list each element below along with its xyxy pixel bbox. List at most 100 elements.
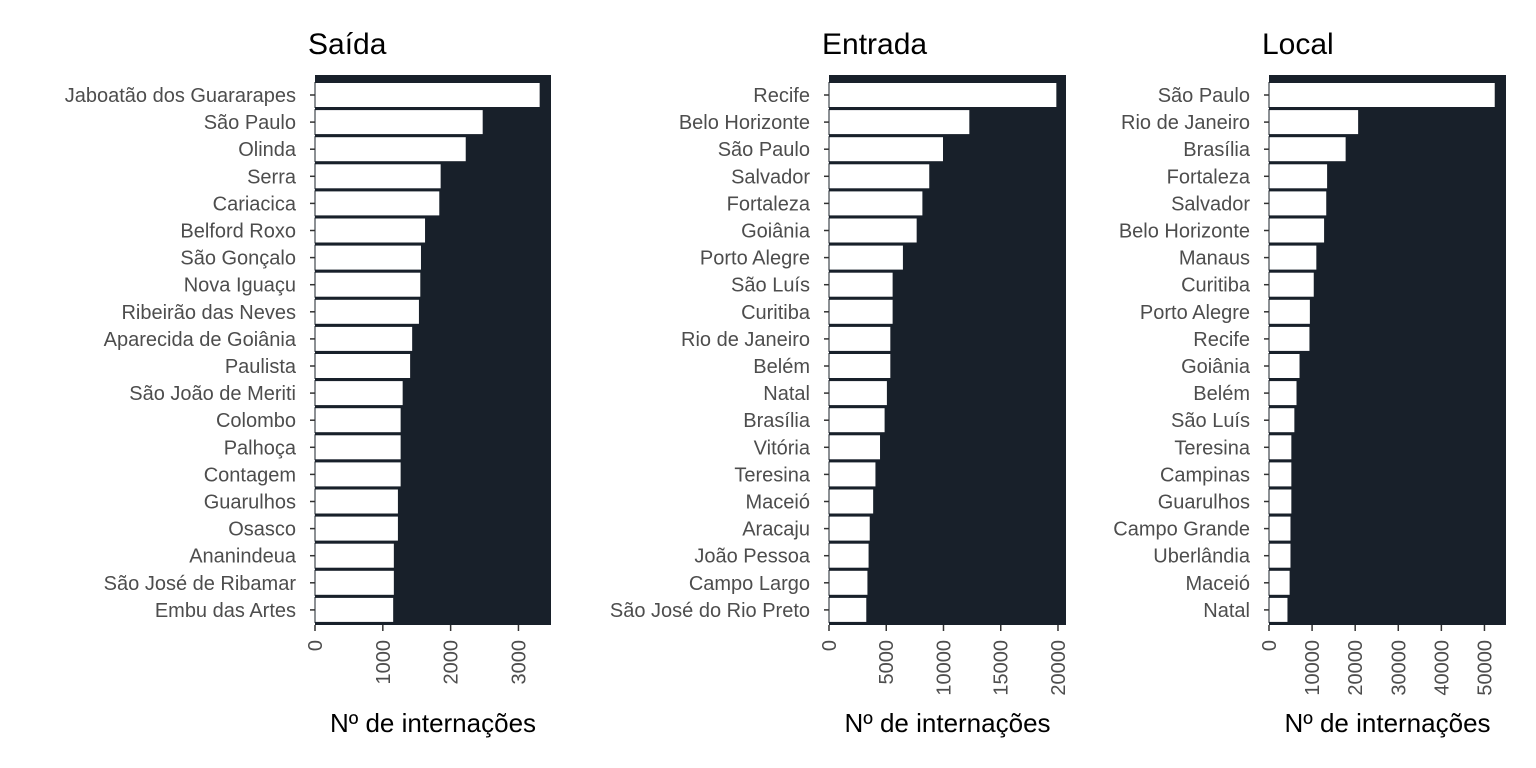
category-label: Cariacica bbox=[213, 193, 297, 215]
x-tick-label: 20000 bbox=[1048, 640, 1070, 696]
category-label: Paulista bbox=[225, 356, 297, 378]
x-tick-label: 0 bbox=[1259, 640, 1281, 651]
bar bbox=[314, 407, 402, 434]
category-label: São Paulo bbox=[718, 139, 810, 161]
bar bbox=[828, 298, 894, 325]
category-label: Palhoça bbox=[224, 437, 297, 459]
x-tick-label: 0 bbox=[305, 640, 327, 651]
bar bbox=[314, 82, 541, 108]
bar bbox=[1268, 271, 1315, 298]
category-label: Campo Grande bbox=[1113, 519, 1250, 541]
bar bbox=[314, 596, 395, 623]
category-label: Porto Alegre bbox=[700, 248, 810, 270]
bar bbox=[1268, 109, 1360, 136]
category-label: São Luís bbox=[731, 275, 810, 297]
panel-2: Local São Paulo Rio de Janeiro Brasília Fort… bbox=[1113, 28, 1506, 738]
x-tick-label: 10000 bbox=[1302, 640, 1324, 696]
category-label: Recife bbox=[753, 85, 810, 107]
category-label: Nova Iguaçu bbox=[184, 275, 296, 297]
category-label: Salvador bbox=[731, 166, 810, 188]
bar bbox=[314, 380, 404, 407]
category-label: Teresina bbox=[1174, 437, 1250, 459]
bar bbox=[1268, 488, 1293, 515]
category-label: Maceió bbox=[1186, 573, 1250, 595]
category-label: Aracaju bbox=[742, 519, 810, 541]
panel-title: Local bbox=[1262, 28, 1334, 61]
bar bbox=[828, 190, 924, 217]
panel-1: Entrada Recife Belo Horizonte São Paulo Salv… bbox=[610, 28, 1070, 738]
category-label: Colombo bbox=[216, 410, 296, 432]
category-label: João Pessoa bbox=[694, 546, 811, 568]
bar bbox=[1268, 298, 1311, 325]
category-label: Campinas bbox=[1160, 464, 1250, 486]
bar bbox=[828, 217, 918, 244]
bar bbox=[314, 542, 395, 569]
category-label: Guarulhos bbox=[204, 492, 296, 514]
bar bbox=[828, 434, 882, 461]
category-label: Vitória bbox=[754, 437, 811, 459]
bar bbox=[1268, 434, 1293, 461]
bar bbox=[828, 109, 971, 136]
bar bbox=[314, 271, 422, 298]
category-label: Contagem bbox=[204, 464, 296, 486]
bar bbox=[828, 163, 931, 190]
bar bbox=[314, 136, 467, 163]
panel-title: Entrada bbox=[822, 28, 927, 61]
bar bbox=[1268, 461, 1293, 488]
category-label: Salvador bbox=[1171, 193, 1250, 215]
bar bbox=[1268, 542, 1292, 569]
category-label: Fortaleza bbox=[727, 193, 811, 215]
category-label: Belo Horizonte bbox=[1119, 221, 1250, 243]
bar bbox=[828, 380, 888, 407]
category-label: Aparecida de Goiânia bbox=[104, 329, 297, 351]
x-tick-label: 15000 bbox=[991, 640, 1013, 696]
bar bbox=[1268, 82, 1496, 108]
category-label: Uberlândia bbox=[1153, 546, 1251, 568]
x-tick-label: 0 bbox=[819, 640, 841, 651]
category-label: Ribeirão das Neves bbox=[121, 302, 296, 324]
category-label: São José de Ribamar bbox=[104, 573, 297, 595]
bar bbox=[314, 163, 442, 190]
x-axis-label: Nº de internações bbox=[330, 708, 536, 738]
bar bbox=[828, 353, 892, 379]
category-label: São Gonçalo bbox=[180, 248, 296, 270]
x-axis-label: Nº de internações bbox=[844, 708, 1050, 738]
bar bbox=[314, 434, 402, 461]
x-tick-label: 50000 bbox=[1474, 640, 1496, 696]
bar bbox=[828, 136, 944, 163]
x-tick-label: 2000 bbox=[441, 640, 463, 685]
category-label: Belo Horizonte bbox=[679, 112, 810, 134]
category-label: São José do Rio Preto bbox=[610, 600, 810, 622]
category-label: Belford Roxo bbox=[180, 221, 296, 243]
bar bbox=[1268, 217, 1326, 244]
category-label: São João de Meriti bbox=[129, 383, 296, 405]
category-label: Brasília bbox=[1183, 139, 1251, 161]
bar bbox=[1268, 136, 1347, 163]
category-label: Curitiba bbox=[741, 302, 811, 324]
category-label: Rio de Janeiro bbox=[681, 329, 810, 351]
x-tick-label: 20000 bbox=[1345, 640, 1367, 696]
x-tick-label: 3000 bbox=[508, 640, 530, 685]
bar bbox=[314, 488, 399, 515]
category-label: Olinda bbox=[238, 139, 297, 161]
bar bbox=[1268, 190, 1328, 217]
category-label: Belém bbox=[1193, 383, 1250, 405]
category-label: Maceió bbox=[746, 492, 810, 514]
bar bbox=[1268, 596, 1289, 623]
bar bbox=[828, 244, 904, 271]
bar bbox=[314, 298, 420, 325]
category-label: Serra bbox=[247, 166, 297, 188]
bar bbox=[314, 569, 395, 596]
bar bbox=[1268, 325, 1311, 352]
panel-0: Saída Jaboatão dos Guararapes São Paulo Oli… bbox=[65, 28, 551, 738]
bar bbox=[1268, 515, 1292, 542]
panel-title: Saída bbox=[308, 28, 387, 61]
bar bbox=[828, 596, 868, 623]
bar bbox=[1268, 407, 1296, 434]
category-label: Fortaleza bbox=[1167, 166, 1251, 188]
category-label: Guarulhos bbox=[1158, 492, 1250, 514]
bar bbox=[828, 271, 894, 298]
bar bbox=[1268, 380, 1298, 407]
category-label: Campo Largo bbox=[689, 573, 810, 595]
